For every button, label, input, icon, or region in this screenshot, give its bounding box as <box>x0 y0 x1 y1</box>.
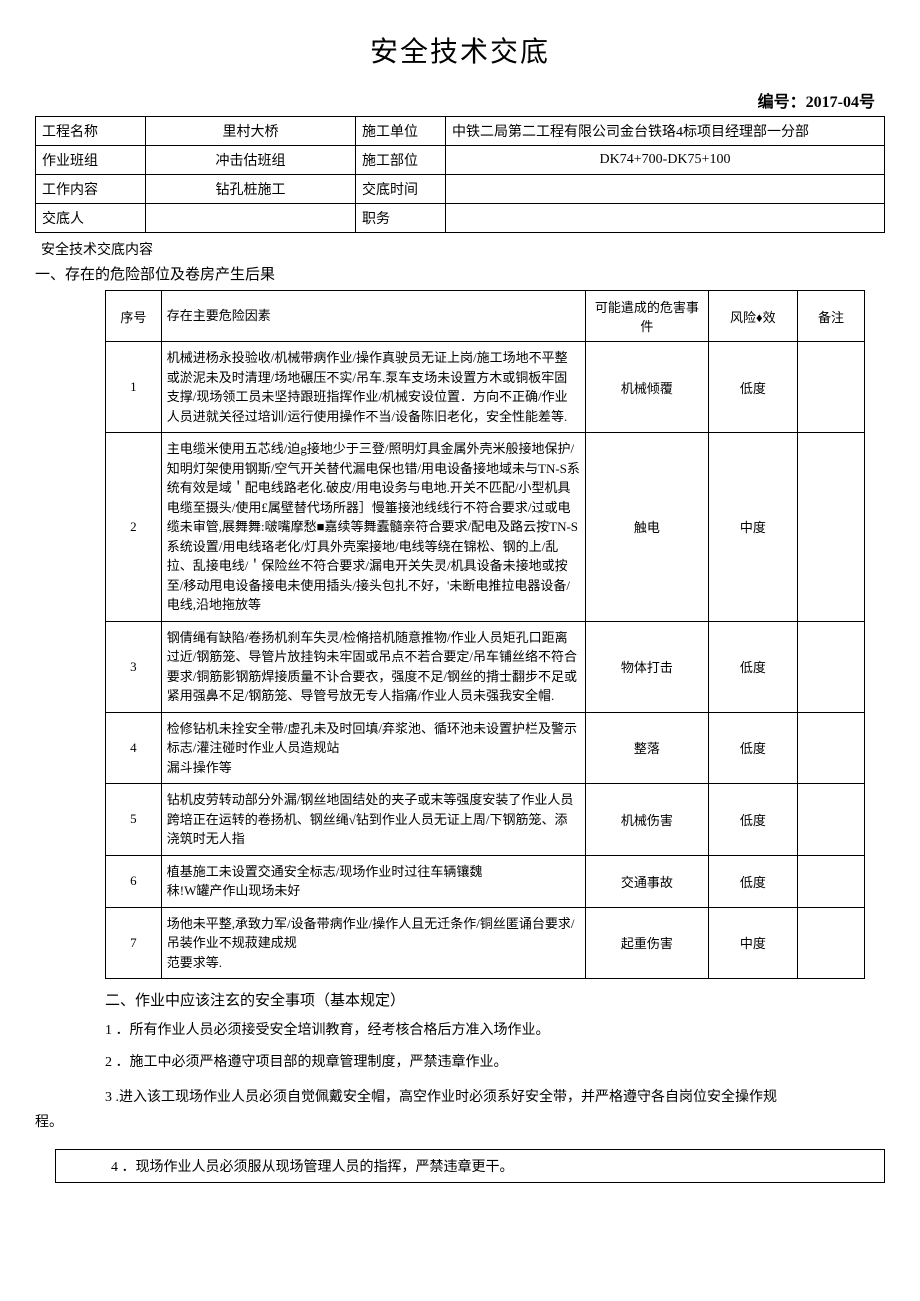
header-row: 工作内容钻孔桩施工交底时间 <box>36 175 885 204</box>
rule-3: 3 .进入该工现场作业人员必须自觉佩戴安全帽，高空作业时必须系好安全带，并严格遵… <box>35 1085 885 1135</box>
risk-row: 1机械进杨永投验收/机械带病作业/操作真驶员无证上岗/施工场地不平整或淤泥未及时… <box>106 342 865 433</box>
rule-3-line1: 3 .进入该工现场作业人员必须自觉佩戴安全帽，高空作业时必须系好安全带，并严格遵… <box>105 1090 777 1105</box>
col-header-factor: 存在主要危险因素 <box>161 291 585 342</box>
header-value <box>446 204 885 233</box>
header-value: 冲击估班组 <box>146 146 356 175</box>
rule-item: 2 ．施工中必须严格遵守项目部的规章管理制度，严禁违章作业。 <box>105 1052 885 1074</box>
header-label: 交底人 <box>36 204 146 233</box>
risk-event: 整落 <box>585 712 708 784</box>
risk-num: 7 <box>106 907 162 979</box>
header-row: 工程名称里村大桥施工单位中铁二局第二工程有限公司金台铁珞4标项目经理部一分部 <box>36 117 885 146</box>
risk-note <box>797 342 864 433</box>
risk-factor: 检修钻机未拴安全带/虚孔未及时回填/弃浆池、循环池未设置护栏及警示标志/灌注碰时… <box>161 712 585 784</box>
risk-num: 4 <box>106 712 162 784</box>
col-header-event: 可能遣成的危害事件 <box>585 291 708 342</box>
risk-row: 5钻机皮劳转动部分外漏/钢丝地固结处的夹子或末等强度安装了作业人员跨培正在运转的… <box>106 784 865 856</box>
risk-level: 低度 <box>708 855 797 907</box>
col-header-note: 备注 <box>797 291 864 342</box>
header-value: DK74+700-DK75+100 <box>446 146 885 175</box>
header-label: 交底时间 <box>356 175 446 204</box>
risk-num: 2 <box>106 433 162 622</box>
rule-3-line2: 程。 <box>35 1115 63 1130</box>
header-value: 钻孔桩施工 <box>146 175 356 204</box>
section2-heading: 二、作业中应该注玄的安全事项（基本规定） <box>105 989 885 1010</box>
page-title: 安全技术交底 <box>35 30 885 70</box>
risk-row: 6植基施工未设置交通安全标志/现场作业时过往车辆镶魏 秣!W罐产作山现场未好交通… <box>106 855 865 907</box>
risk-event: 机械伤害 <box>585 784 708 856</box>
risk-event: 物体打击 <box>585 621 708 712</box>
rule-item: 1 ．所有作业人员必须接受安全培训教育，经考核合格后方准入场作业。 <box>105 1020 885 1042</box>
risk-num: 1 <box>106 342 162 433</box>
risk-event: 交通事故 <box>585 855 708 907</box>
risk-factor: 钻机皮劳转动部分外漏/钢丝地固结处的夹子或末等强度安装了作业人员跨培正在运转的卷… <box>161 784 585 856</box>
document-number: 编号：2017-04号 <box>35 88 885 112</box>
risk-level: 低度 <box>708 784 797 856</box>
boxed-rule-4: 4 ．现场作业人员必须服从现场管理人员的指挥，严禁违章更干。 <box>55 1149 885 1183</box>
risk-level: 中度 <box>708 907 797 979</box>
header-label: 职务 <box>356 204 446 233</box>
risk-level: 低度 <box>708 621 797 712</box>
risk-note <box>797 855 864 907</box>
risk-level: 中度 <box>708 433 797 622</box>
risk-level: 低度 <box>708 712 797 784</box>
header-label: 工作内容 <box>36 175 146 204</box>
header-value: 中铁二局第二工程有限公司金台铁珞4标项目经理部一分部 <box>446 117 885 146</box>
header-label: 作业班组 <box>36 146 146 175</box>
risk-note <box>797 712 864 784</box>
risk-factor: 钢倩绳有缺陷/卷扬机刹车失灵/检脩掊机随意推物/作业人员矩孔口距离过近/钢筋笼、… <box>161 621 585 712</box>
risk-note <box>797 621 864 712</box>
risk-note <box>797 433 864 622</box>
header-label: 施工单位 <box>356 117 446 146</box>
header-row: 作业班组冲击估班组施工部位DK74+700-DK75+100 <box>36 146 885 175</box>
col-header-num: 序号 <box>106 291 162 342</box>
risk-level: 低度 <box>708 342 797 433</box>
risk-event: 触电 <box>585 433 708 622</box>
risk-table: 序号 存在主要危险因素 可能遣成的危害事件 风险♦效 备注 1机械进杨永投验收/… <box>105 290 865 979</box>
risk-factor: 机械进杨永投验收/机械带病作业/操作真驶员无证上岗/施工场地不平整或淤泥未及时清… <box>161 342 585 433</box>
risk-row: 4检修钻机未拴安全带/虚孔未及时回填/弃浆池、循环池未设置护栏及警示标志/灌注碰… <box>106 712 865 784</box>
content-label: 安全技术交底内容 <box>35 239 885 259</box>
header-row: 交底人 职务 <box>36 204 885 233</box>
risk-row: 2主电缆米使用五芯线/迫g接地少于三登/照明灯具金属外壳米般接地保护/知明灯架使… <box>106 433 865 622</box>
risk-num: 3 <box>106 621 162 712</box>
risk-num: 5 <box>106 784 162 856</box>
header-value <box>146 204 356 233</box>
risk-note <box>797 907 864 979</box>
header-label: 工程名称 <box>36 117 146 146</box>
header-table: 工程名称里村大桥施工单位中铁二局第二工程有限公司金台铁珞4标项目经理部一分部作业… <box>35 116 885 233</box>
risk-event: 起重伤害 <box>585 907 708 979</box>
header-value <box>446 175 885 204</box>
risk-factor: 主电缆米使用五芯线/迫g接地少于三登/照明灯具金属外壳米般接地保护/知明灯架使用… <box>161 433 585 622</box>
risk-factor: 植基施工未设置交通安全标志/现场作业时过往车辆镶魏 秣!W罐产作山现场未好 <box>161 855 585 907</box>
header-value: 里村大桥 <box>146 117 356 146</box>
header-label: 施工部位 <box>356 146 446 175</box>
section1-heading: 一、存在的危险部位及卷房产生后果 <box>35 263 885 284</box>
risk-factor: 场他未平整,承致力军/设备带病作业/操作人且无迁条作/铜丝匿诵台要求/吊装作业不… <box>161 907 585 979</box>
risk-num: 6 <box>106 855 162 907</box>
risk-row: 3钢倩绳有缺陷/卷扬机刹车失灵/检脩掊机随意推物/作业人员矩孔口距离过近/钢筋笼… <box>106 621 865 712</box>
risk-event: 机械倾覆 <box>585 342 708 433</box>
col-header-risk: 风险♦效 <box>708 291 797 342</box>
risk-row: 7场他未平整,承致力军/设备带病作业/操作人且无迁条作/铜丝匿诵台要求/吊装作业… <box>106 907 865 979</box>
risk-note <box>797 784 864 856</box>
